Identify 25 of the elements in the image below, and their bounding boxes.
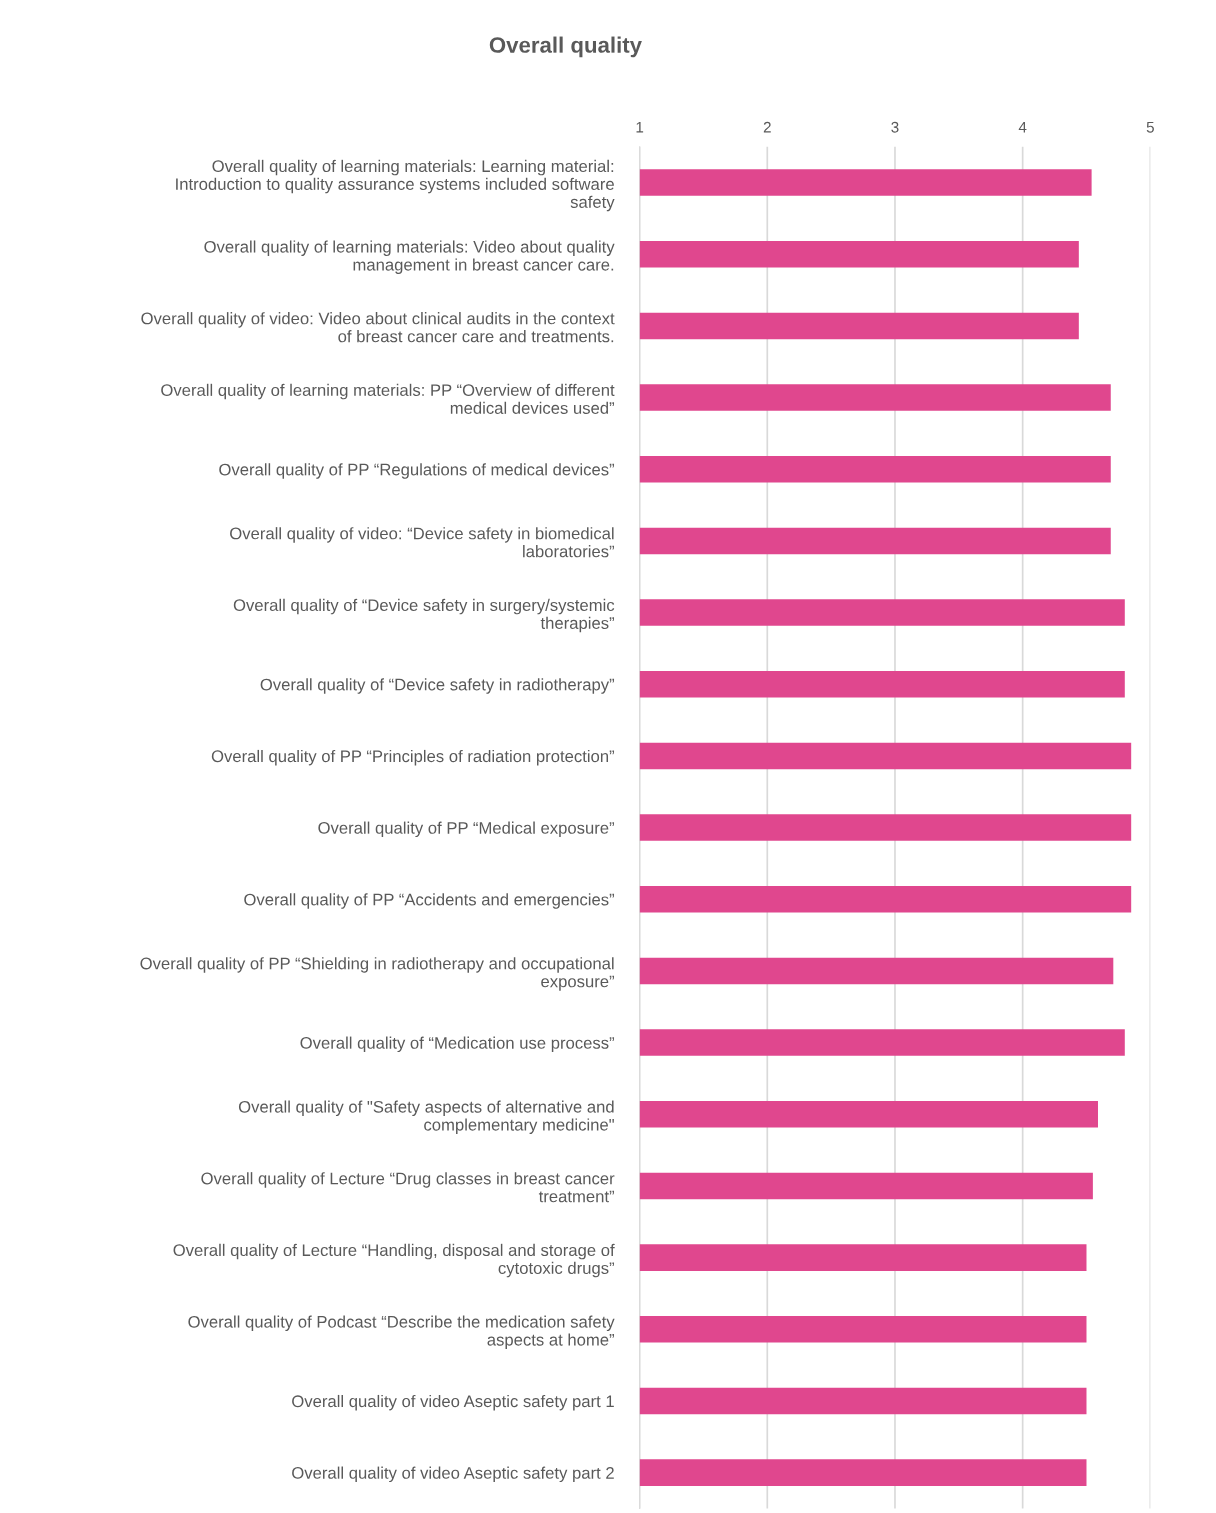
x-tick-label: 4 (1018, 121, 1027, 133)
y-tick-label: Overall quality of "Safety aspects of alternative and complementary medicine" (238, 1100, 614, 1134)
y-tick-label: Overall quality of PP “Accidents and emergencies” (244, 893, 615, 909)
x-tick-label: 2 (763, 121, 771, 133)
y-tick-label: Overall quality of PP “Regulations of medical devices” (219, 463, 615, 479)
y-tick-label: Overall quality of “Device safety in radiotherapy” (260, 678, 615, 694)
y-tick-label: Overall quality of video: “Device safety in biomedical laboratories” (230, 527, 615, 558)
y-tick-label: Overall quality of learning materials: Learning material: Introduction to quality assurance systems included software safety (176, 159, 615, 212)
y-tick-label: Overall quality of PP “Principles of radiation protection” (211, 749, 615, 766)
x-tick-label: 3 (891, 121, 899, 133)
y-tick-label: Overall quality of learning materials: Video about quality management in breast cancer care. (204, 240, 615, 274)
chart-title: Overall quality (489, 36, 642, 58)
y-tick-label: Overall quality of video Aseptic safety part 2 (292, 1466, 614, 1483)
y-tick-label: Overall quality of video: Video about clinical audits in the context of breast cancer care and treatments. (141, 312, 615, 343)
y-tick-label: Overall quality of learning materials: PP “Overview of different medical devices used” (161, 383, 615, 414)
x-tick-label: 1 (636, 121, 644, 133)
x-tick-label: 5 (1146, 121, 1154, 133)
y-tick-label: Overall quality of “Medication use process” (300, 1036, 615, 1053)
y-tick-label: Overall quality of Lecture “Handling, disposal and storage of cytotoxic drugs” (173, 1243, 615, 1278)
y-tick-label: Overall quality of video Aseptic safety part 1 (292, 1394, 614, 1411)
y-tick-label: Overall quality of “Device safety in surgery/systemic therapies” (233, 598, 615, 633)
y-tick-label: Overall quality of PP “Shielding in radiotherapy and occupational exposure” (140, 957, 615, 991)
y-tick-label: Overall quality of PP “Medical exposure” (318, 821, 615, 838)
y-tick-label: Overall quality of Lecture “Drug classes in breast cancer treatment” (201, 1172, 615, 1203)
y-tick-label: Overall quality of Podcast “Describe the medication safety aspects at home” (188, 1315, 615, 1349)
